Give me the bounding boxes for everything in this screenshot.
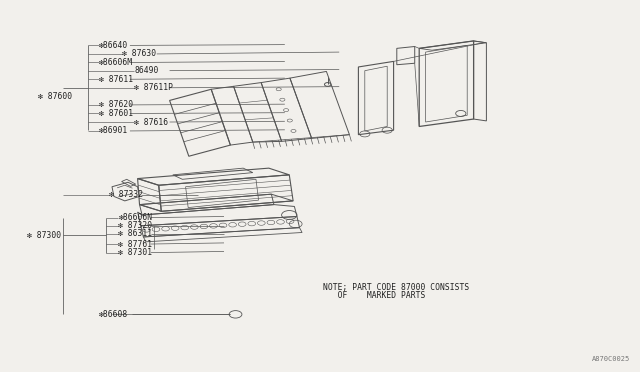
Text: OF    MARKED PARTS: OF MARKED PARTS <box>323 291 426 300</box>
Text: ❇ 87611P: ❇ 87611P <box>134 83 173 92</box>
Text: ❇86606M: ❇86606M <box>99 58 133 67</box>
Text: ❇ 87611: ❇ 87611 <box>99 75 133 84</box>
Text: ❇ 87601: ❇ 87601 <box>99 109 133 118</box>
Text: ❇86901: ❇86901 <box>99 126 129 135</box>
Text: ❇ 87332: ❇ 87332 <box>109 190 143 199</box>
Text: NOTE; PART CODE 87000 CONSISTS: NOTE; PART CODE 87000 CONSISTS <box>323 283 470 292</box>
Text: ❇86606N: ❇86606N <box>118 213 152 222</box>
Text: ❇ 87616: ❇ 87616 <box>134 118 168 126</box>
Text: A870C0025: A870C0025 <box>592 356 630 362</box>
Text: 86490: 86490 <box>134 66 159 75</box>
Text: ❇ 86311: ❇ 86311 <box>118 230 152 238</box>
Text: ❇ 87301: ❇ 87301 <box>118 248 152 257</box>
Text: ❇86608: ❇86608 <box>99 310 129 319</box>
Text: ❇86640: ❇86640 <box>99 41 129 50</box>
Text: ❇ 87300: ❇ 87300 <box>27 231 61 240</box>
Text: ❇ 87630: ❇ 87630 <box>122 49 156 58</box>
Text: ❇ 87320: ❇ 87320 <box>118 221 152 230</box>
Text: ❇ 87620: ❇ 87620 <box>99 100 133 109</box>
Text: ❇ 87600: ❇ 87600 <box>38 92 72 101</box>
Text: ❇ 87761: ❇ 87761 <box>118 240 152 248</box>
